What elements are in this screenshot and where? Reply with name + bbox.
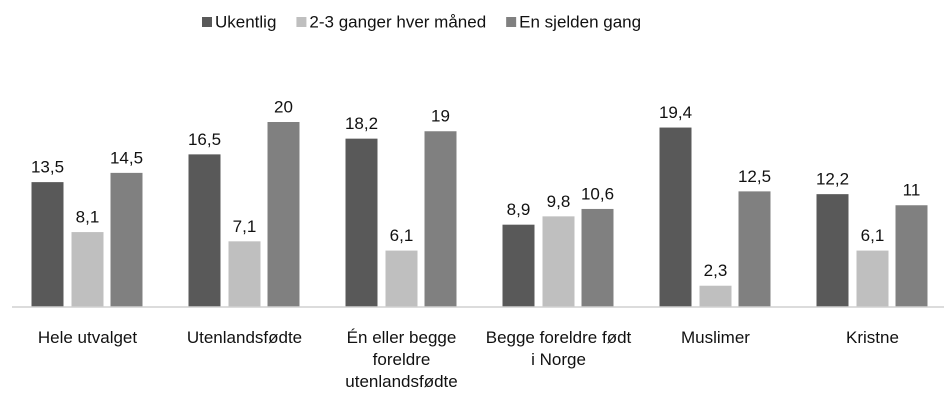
bar <box>659 127 692 307</box>
bar <box>71 232 104 307</box>
legend-swatch <box>506 17 517 27</box>
data-label: 12,5 <box>738 167 771 186</box>
data-label: 19 <box>431 107 450 126</box>
bar <box>542 216 575 307</box>
bar <box>385 250 418 307</box>
bar <box>856 250 889 307</box>
data-label: 14,5 <box>110 148 143 167</box>
bar <box>188 154 221 307</box>
x-tick-label: Muslimer <box>681 328 750 347</box>
data-label: 8,9 <box>507 200 531 219</box>
x-tick-label: Begge foreldre født i Norge <box>485 328 632 369</box>
data-label: 6,1 <box>390 226 414 245</box>
x-tick-label: Utenlandsfødte <box>186 328 303 347</box>
bar <box>816 194 849 307</box>
data-label: 20 <box>274 97 293 116</box>
bar <box>699 285 732 307</box>
data-label: 10,6 <box>581 184 614 203</box>
x-tick-label: Én eller begge foreldre utenlandsfødte <box>345 328 458 391</box>
bar <box>738 191 771 307</box>
data-label: 9,8 <box>547 192 571 211</box>
bar <box>228 241 261 307</box>
data-label: 12,2 <box>816 170 849 189</box>
data-label: 2,3 <box>704 261 728 280</box>
legend-label: En sjelden gang <box>519 12 641 31</box>
data-label: 13,5 <box>31 158 64 177</box>
bar <box>31 182 64 307</box>
data-label: 16,5 <box>188 130 221 149</box>
x-tick-label: Hele utvalget <box>37 328 138 347</box>
legend-label: 2-3 ganger hver måned <box>309 12 486 31</box>
data-label: 18,2 <box>345 114 378 133</box>
bar <box>345 138 378 307</box>
bar <box>267 122 300 307</box>
legend-swatch <box>202 17 212 27</box>
bar <box>895 205 928 307</box>
bar <box>581 208 614 307</box>
x-tick-label: Kristne <box>846 328 899 347</box>
legend-label: Ukentlig <box>215 12 276 31</box>
data-label: 6,1 <box>861 226 885 245</box>
data-label: 19,4 <box>659 103 692 122</box>
legend-swatch <box>296 17 307 27</box>
bar <box>424 131 457 307</box>
data-label: 8,1 <box>76 208 100 227</box>
data-label: 7,1 <box>233 217 257 236</box>
bar <box>502 224 535 307</box>
data-label: 11 <box>903 181 921 200</box>
bar <box>110 172 143 307</box>
